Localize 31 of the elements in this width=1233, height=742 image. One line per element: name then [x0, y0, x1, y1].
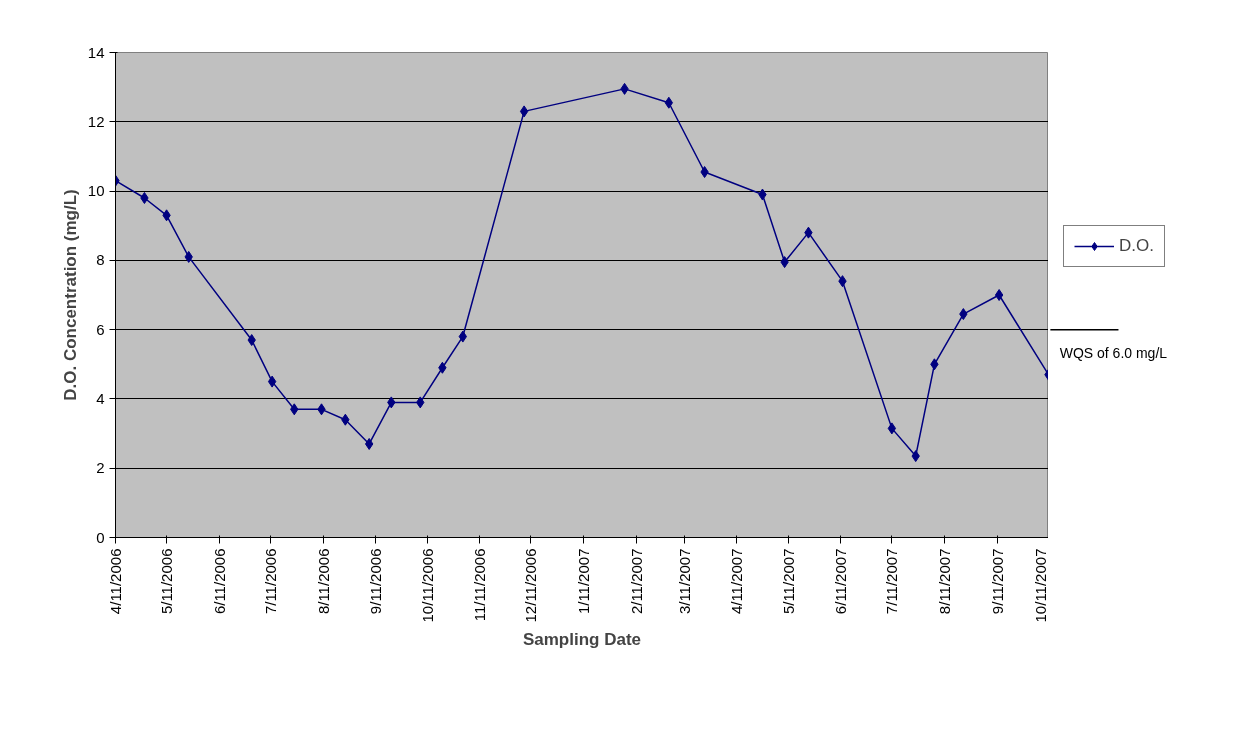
y-tick-label: 2	[96, 459, 105, 477]
y-tick-label: 8	[96, 251, 105, 269]
x-tick-label: 8/11/2006	[314, 548, 332, 615]
y-tick-label: 12	[87, 112, 105, 130]
x-tick-label: 1/11/2007	[575, 548, 593, 615]
x-tick-label: 9/11/2007	[988, 548, 1006, 615]
y-tick-label: 0	[96, 528, 105, 546]
x-tick-label: 5/11/2006	[158, 548, 176, 615]
y-tick-label: 4	[96, 389, 105, 407]
x-tick-label: 7/11/2007	[883, 548, 901, 615]
legend-label: D.O.	[1119, 236, 1154, 256]
x-tick-label: 6/11/2007	[832, 548, 850, 615]
y-tick-label: 10	[87, 182, 105, 200]
x-tick-label: 2/11/2007	[627, 548, 645, 615]
x-tick-label: 4/11/2007	[728, 548, 746, 615]
x-tick-label: 10/11/2007	[1031, 548, 1049, 623]
x-tick-label: 3/11/2007	[675, 548, 693, 615]
y-tick-label: 6	[96, 320, 105, 338]
y-tick-label: 14	[87, 43, 105, 61]
x-tick-label: 7/11/2006	[261, 548, 279, 615]
x-tick-label: 11/11/2006	[471, 548, 489, 622]
x-axis-title: Sampling Date	[522, 630, 642, 650]
x-tick-label: 10/11/2006	[418, 548, 436, 623]
x-tick-label: 6/11/2006	[210, 548, 228, 615]
x-tick-label: 9/11/2006	[367, 548, 385, 615]
ref-line-label: WQS of 6.0 mg/L	[1059, 345, 1168, 362]
y-axis-title: D.O. Concentration (mg/L)	[60, 189, 80, 401]
x-tick-label: 5/11/2007	[779, 548, 797, 615]
x-tick-label: 12/11/2006	[522, 548, 540, 623]
x-tick-label: 4/11/2006	[107, 548, 124, 615]
x-tick-label: 8/11/2007	[936, 548, 954, 615]
